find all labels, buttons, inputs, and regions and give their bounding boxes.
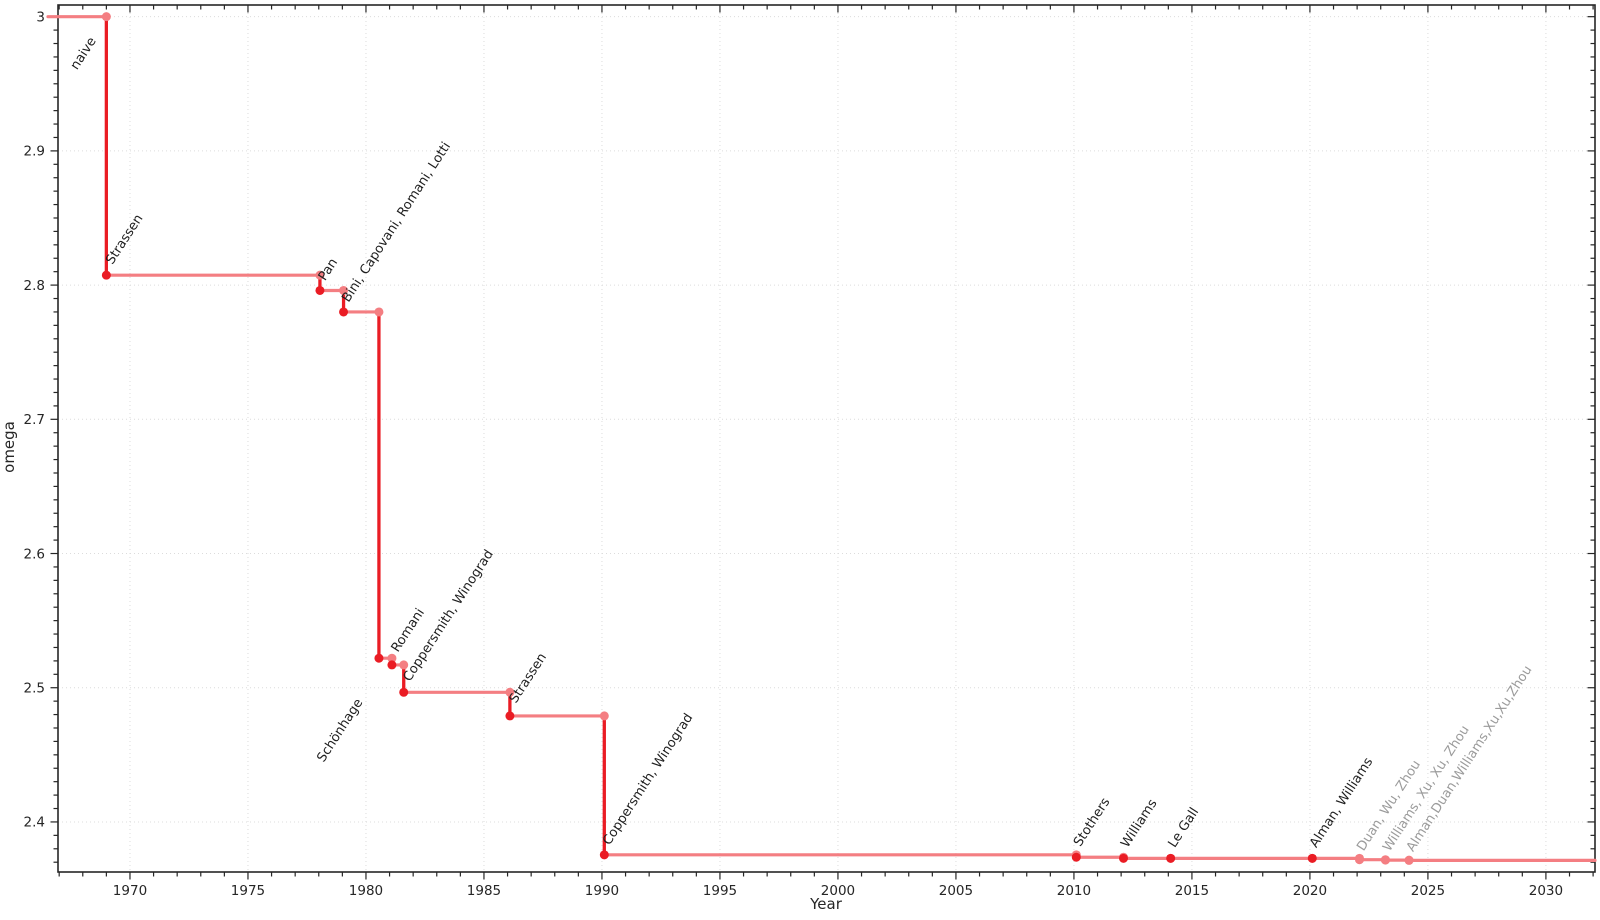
step-corner-point: [339, 285, 349, 295]
x-tick-label: 1990: [585, 883, 619, 899]
point-coppersmith-winograd: [599, 850, 609, 860]
label-bini-capovani-romani-lotti: Bini, Capovani, Romani, Lotti: [339, 140, 454, 305]
point-pan: [315, 285, 325, 295]
x-tick-label: 1970: [113, 883, 147, 899]
label-strassen: Strassen: [507, 651, 550, 707]
point-coppersmith-winograd: [399, 687, 409, 697]
y-tick-label: 2.7: [24, 412, 45, 428]
x-tick-label: 1985: [467, 883, 501, 899]
label-williams: Williams: [1118, 797, 1160, 851]
x-axis-title: Year: [809, 895, 843, 913]
y-tick-label: 3: [36, 9, 45, 25]
gridlines: [58, 5, 1595, 872]
step-corner-point: [399, 660, 409, 670]
point-sch-nhage: [374, 653, 384, 663]
plot-border: [57, 4, 1596, 873]
point-williams-xu-xu-zhou: [1380, 855, 1390, 865]
x-tick-label: 2005: [939, 883, 973, 899]
data-points: [101, 12, 1414, 865]
label-coppersmith-winograd: Coppersmith, Winograd: [600, 711, 696, 848]
point-bini-capovani-romani-lotti: [339, 307, 349, 317]
step-corner-point: [374, 307, 384, 317]
x-tick-label: 1975: [231, 883, 265, 899]
x-tick-label: 2030: [1529, 883, 1563, 899]
point-le-gall: [1166, 853, 1176, 863]
y-axis-title: omega: [0, 421, 18, 473]
omega-step-line: [46, 15, 1597, 863]
label-stothers: Stothers: [1071, 795, 1114, 849]
x-tick-label: 2025: [1411, 883, 1445, 899]
label-strassen: Strassen: [103, 212, 146, 268]
x-tick-label: 1995: [703, 883, 737, 899]
label-naive: naive: [68, 35, 100, 73]
step-corner-point: [387, 653, 397, 663]
point-stothers: [1071, 852, 1081, 862]
step-corner-point: [315, 270, 325, 280]
point-alman-williams: [1307, 853, 1317, 863]
point-romani: [387, 660, 397, 670]
axis-ticks: [50, 5, 1595, 880]
step-corner-point: [101, 12, 111, 22]
point-strassen: [101, 270, 111, 280]
y-tick-label: 2.8: [24, 278, 45, 294]
tick-labels: 1970 1975 1980 1985 1990 1995 2000 2005 2010 2015…: [24, 9, 1564, 899]
point-duan-wu-zhou: [1354, 855, 1364, 865]
label-alman-duan-williams-xu-xu-zhou: Alman,Duan,Williams,Xu,Xu,Zhou: [1404, 663, 1536, 854]
step-corner-point: [599, 711, 609, 721]
y-tick-label: 2.4: [24, 815, 45, 831]
x-tick-label: 1980: [349, 883, 383, 899]
y-tick-label: 2.9: [24, 144, 45, 160]
label-sch-nhage: Schönhage: [314, 696, 366, 765]
x-tick-label: 2010: [1057, 883, 1091, 899]
x-tick-label: 2015: [1175, 883, 1209, 899]
x-tick-label: 2000: [821, 883, 855, 899]
point-alman-duan-williams-xu-xu-zhou: [1404, 855, 1414, 865]
y-tick-label: 2.6: [24, 546, 45, 562]
x-tick-label: 2020: [1293, 883, 1327, 899]
point-strassen: [505, 711, 515, 721]
step-corner-point: [505, 687, 515, 697]
label-le-gall: Le Gall: [1165, 805, 1202, 850]
point-williams: [1118, 853, 1128, 863]
y-tick-label: 2.5: [24, 681, 45, 697]
